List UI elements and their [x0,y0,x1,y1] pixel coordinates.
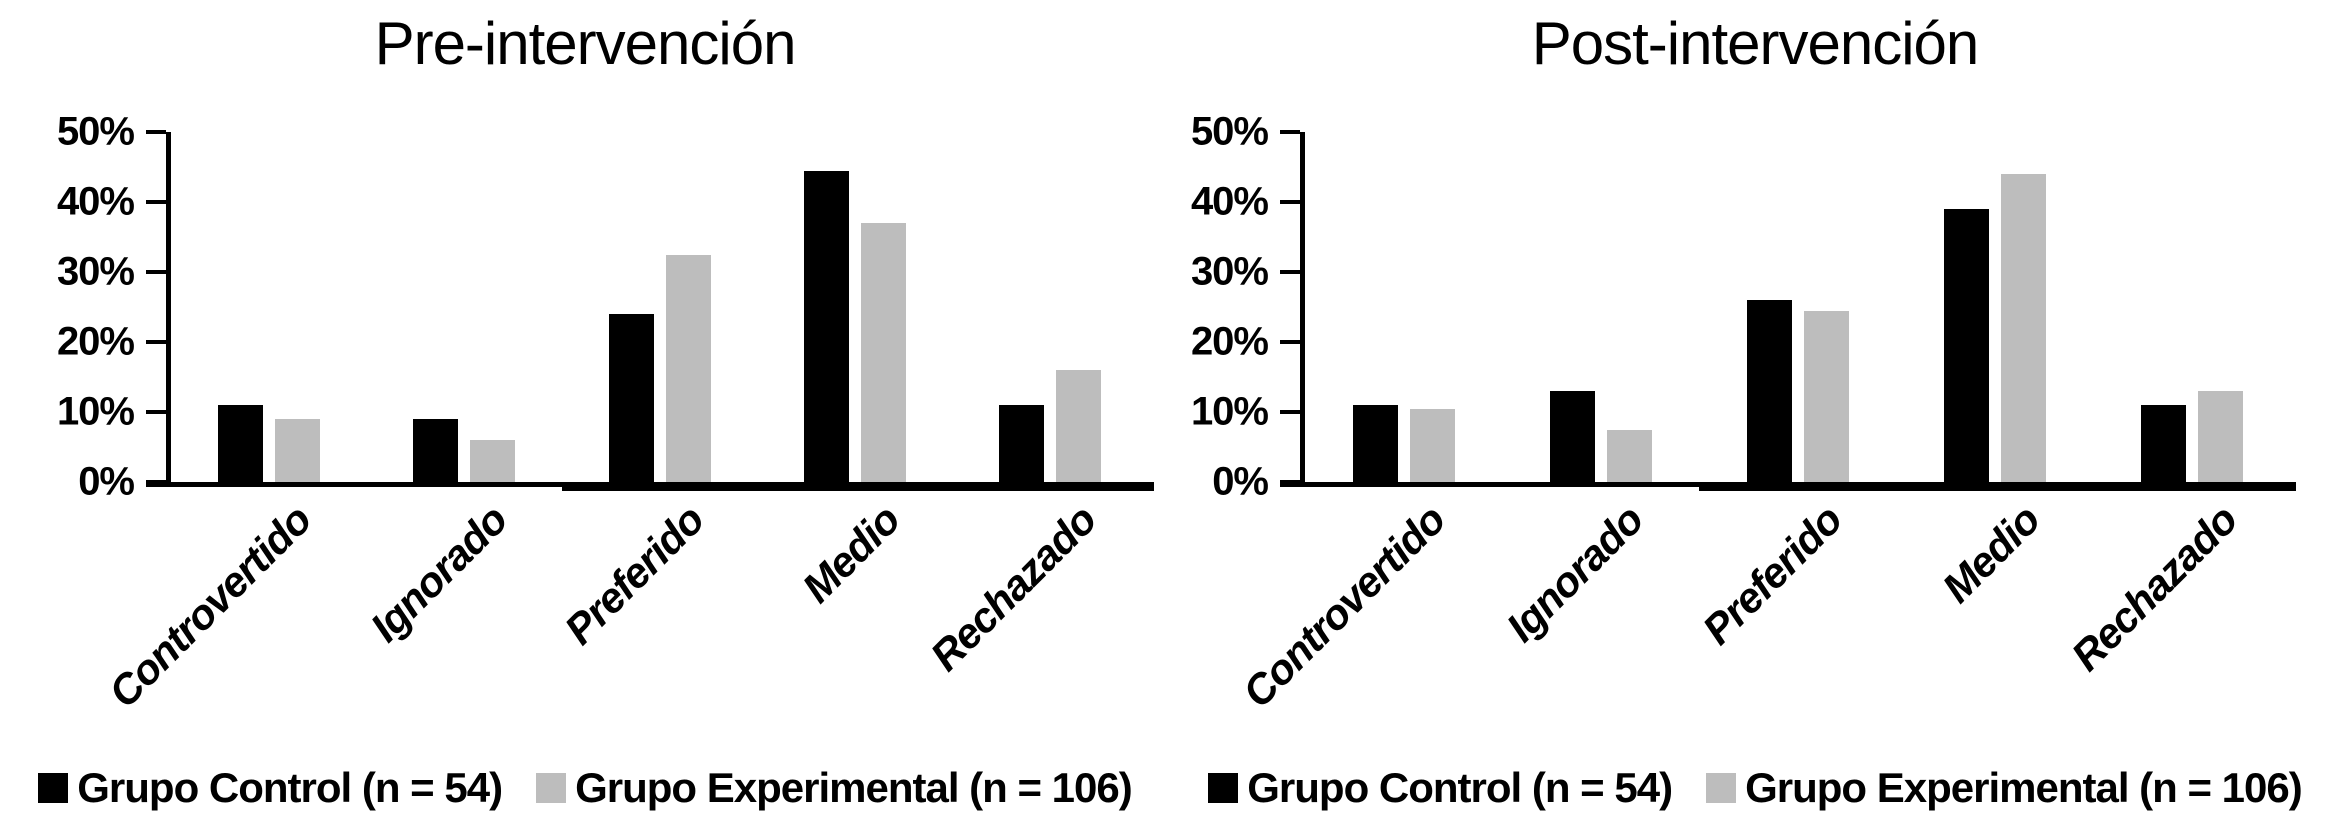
bar-group [953,132,1148,482]
y-tick-mark [146,340,166,344]
legend-label: Grupo Control (n = 54) [1247,764,1673,811]
post-intervention-chart: Post-intervención 0% 10% 20% 30% 40% 50% Cont… [1170,0,2340,827]
legend-swatch-icon [1706,773,1737,803]
y-tick-label: 30% [1190,249,1269,294]
y-tick-mark [146,200,166,204]
bar-grupo-experimental [274,419,320,482]
y-tick-label: 50% [56,109,135,154]
bar-grupo-experimental [1409,408,1455,482]
x-axis-line-thick-segment [1699,482,2296,491]
y-tick-mark [1280,130,1300,134]
bar-group [2093,132,2290,482]
category-axis-labels: Controvertido Ignorado Preferido Medio Recha… [99,482,1148,716]
y-axis: 0% 10% 20% 30% 40% 50% [0,110,166,504]
legend-item-grupo-experimental: Grupo Experimental (n = 106) [536,764,1133,812]
bar-group [1502,132,1699,482]
category-label: Controvertido [1233,496,1455,717]
y-tick-label: 0% [78,459,135,504]
bar-group [1896,132,2093,482]
y-tick-mark [146,270,166,274]
y-tick-mark [1280,200,1300,204]
legend-swatch-icon [38,773,69,803]
plot-wrap: 0% 10% 20% 30% 40% 50% [0,110,1170,504]
y-tick-mark [1280,270,1300,274]
y-tick-label: 40% [56,179,135,224]
legend-label: Grupo Experimental (n = 106) [1745,764,2303,811]
bar-grupo-experimental [665,254,711,482]
legend-swatch-icon [536,773,567,803]
y-tick-label: 20% [56,319,135,364]
bar-grupo-control [1549,391,1595,482]
legend: Grupo Control (n = 54) Grupo Experimental… [0,764,1170,812]
legend-label: Grupo Experimental (n = 106) [575,764,1133,811]
y-tick-label: 50% [1190,109,1269,154]
y-tick-mark [1280,340,1300,344]
legend-swatch-icon [1208,773,1239,803]
plot-area [1280,132,2296,491]
chart-title: Pre-intervención [374,10,797,77]
category-label: Rechazado [2062,496,2247,680]
bar-grupo-experimental [1056,370,1102,482]
chart-title: Post-intervención [1531,10,1980,77]
bar-grupo-control [1943,209,1989,482]
bar-grupo-control [803,170,849,482]
category-label: Ignorado [1497,496,1653,651]
category-label: Medio [1932,496,2049,612]
y-tick-label: 10% [56,389,135,434]
y-tick-mark [146,410,166,414]
y-tick-label: 10% [1190,389,1269,434]
bar-group [1699,132,1896,482]
bar-grupo-control [999,405,1045,482]
bar-grupo-experimental [2000,174,2046,482]
y-tick-mark [1280,410,1300,414]
bar-grupo-control [1352,405,1398,482]
bar-grupo-experimental [2197,391,2243,482]
bar-group [171,132,366,482]
bar-grupo-control [608,314,654,482]
plot-area [146,132,1154,491]
y-tick-label: 30% [56,249,135,294]
bar-grupo-control [413,419,459,482]
bar-grupo-experimental [1803,310,1849,482]
y-tick-label: 0% [1212,459,1269,504]
bar-grupo-experimental [470,440,516,482]
legend: Grupo Control (n = 54) Grupo Experimental… [1170,764,2340,812]
y-tick-label: 20% [1190,319,1269,364]
bar-grupo-experimental [860,223,906,482]
category-label: Medio [793,496,909,612]
category-axis-labels: Controvertido Ignorado Preferido Medio Recha… [1234,482,2290,716]
x-axis-line-thick-segment [561,482,1154,491]
category-label: Controvertido [99,496,320,717]
bar-group [757,132,952,482]
bar-group [366,132,561,482]
legend-item-grupo-control: Grupo Control (n = 54) [1208,764,1673,812]
bar-group [1305,132,1502,482]
plot-wrap: 0% 10% 20% 30% 40% 50% [1170,110,2340,504]
y-axis: 0% 10% 20% 30% 40% 50% [1170,110,1300,504]
bar-grupo-control [217,405,263,482]
bar-grupo-control [1746,300,1792,482]
pre-intervention-chart: Pre-intervención 0% 10% 20% 30% 40% 50% Contr… [0,0,1170,827]
category-label: Preferido [1692,496,1851,654]
legend-item-grupo-experimental: Grupo Experimental (n = 106) [1706,764,2303,812]
category-label: Ignorado [361,496,516,651]
category-label: Preferido [554,496,713,654]
bar-grupo-experimental [1606,429,1652,482]
y-tick-mark [146,130,166,134]
legend-label: Grupo Control (n = 54) [77,764,503,811]
category-label: Rechazado [921,496,1106,680]
legend-item-grupo-control: Grupo Control (n = 54) [38,764,503,812]
y-tick-label: 40% [1190,179,1269,224]
bar-grupo-control [2140,405,2186,482]
bar-group [562,132,757,482]
